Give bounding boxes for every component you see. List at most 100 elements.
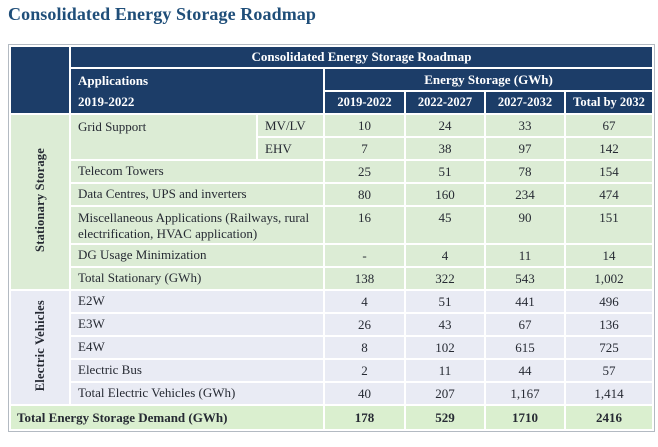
value-cell: 90	[484, 205, 566, 245]
app-name-cell: DG Usage Minimization	[69, 243, 325, 268]
value-cell: 322	[404, 266, 486, 291]
app-name-cell: Total Electric Vehicles (GWh)	[69, 381, 325, 406]
col-header-2027-2032: 2027-2032	[484, 90, 566, 115]
applications-subheader-label: 2019-2022	[78, 94, 135, 109]
footer-total-row: Total Energy Storage Demand (GWh) 178 52…	[9, 404, 655, 431]
value-cell: 160	[404, 182, 486, 207]
table-row-grid-support-ehv: EHV 7 38 97 142	[10, 136, 655, 161]
value-cell: 7	[323, 136, 406, 161]
table-row-telecom-towers: Telecom Towers 25 51 78 154	[10, 159, 655, 184]
col-header-total-by-2032: Total by 2032	[563, 90, 655, 115]
app-name-cell: Electric Bus	[69, 358, 325, 383]
corner-cell	[9, 45, 71, 115]
app-name-cell: Total Stationary (GWh)	[69, 266, 325, 291]
value-cell: 4	[323, 289, 406, 314]
applications-header-label: Applications	[78, 73, 149, 88]
footer-value-cell: 2416	[563, 404, 655, 431]
value-cell: 25	[323, 159, 406, 184]
footer-value-cell: 1710	[484, 404, 566, 431]
app-name-cell: E2W	[69, 289, 325, 314]
table-row-e2w: Electric Vehicles E2W 4 51 441 496	[9, 289, 655, 406]
value-cell: 136	[563, 312, 655, 337]
app-name-cell: E4W	[69, 335, 325, 360]
app-name-cell: Telecom Towers	[69, 159, 325, 184]
footer-value-cell: 178	[323, 404, 406, 431]
sub-type-cell: MV/LV	[256, 113, 325, 138]
value-cell: 14	[563, 243, 655, 268]
roadmap-table: Consolidated Energy Storage Roadmap Appl…	[9, 45, 655, 431]
table-title: Consolidated Energy Storage Roadmap	[68, 45, 655, 69]
sub-type-cell: EHV	[256, 136, 325, 161]
value-cell: 51	[404, 159, 486, 184]
electric-vehicles-label: Electric Vehicles	[32, 299, 47, 392]
col-header-2019-2022: 2019-2022	[323, 90, 406, 115]
applications-header-cell: Applications 2019-2022	[69, 67, 325, 115]
value-cell: 11	[484, 243, 566, 268]
app-name-cell: Data Centres, UPS and inverters	[69, 182, 325, 207]
value-cell: 24	[404, 113, 486, 138]
value-cell: 474	[563, 182, 655, 207]
header-row-years: 2019-2022 2022-2027 2027-2032 Total by 2…	[10, 90, 655, 115]
value-cell: 154	[563, 159, 655, 184]
footer-value-cell: 529	[404, 404, 486, 431]
col-header-2022-2027: 2022-2027	[404, 90, 486, 115]
value-cell: 43	[404, 312, 486, 337]
value-cell: 234	[484, 182, 566, 207]
value-cell: 11	[404, 358, 486, 383]
value-cell: 138	[323, 266, 406, 291]
value-cell: 1,002	[563, 266, 655, 291]
roadmap-table-container: Consolidated Energy Storage Roadmap Appl…	[8, 44, 656, 432]
value-cell: 45	[404, 205, 486, 245]
stationary-storage-label: Stationary Storage	[32, 148, 47, 252]
value-cell: 16	[323, 205, 406, 245]
value-cell: 10	[323, 113, 406, 138]
value-cell: 51	[404, 289, 486, 314]
value-cell: 57	[563, 358, 655, 383]
value-cell: 102	[404, 335, 486, 360]
app-name-cell: Miscellaneous Applications (Railways, ru…	[69, 205, 325, 245]
table-row-total-stationary: Total Stationary (GWh) 138 322 543 1,002	[10, 266, 655, 291]
value-cell: 67	[563, 113, 655, 138]
value-cell: 44	[484, 358, 566, 383]
footer-total-label: Total Energy Storage Demand (GWh)	[9, 404, 325, 431]
value-cell: 97	[484, 136, 566, 161]
table-row-e3w: E3W 26 43 67 136	[10, 312, 655, 337]
table-row-miscellaneous: Miscellaneous Applications (Railways, ru…	[10, 205, 655, 245]
section-label-electric-vehicles: Electric Vehicles	[9, 289, 71, 406]
table-row-e4w: E4W 8 102 615 725	[10, 335, 655, 360]
value-cell: 33	[484, 113, 566, 138]
app-name-cell: Grid Support	[69, 113, 258, 161]
table-row-data-centres: Data Centres, UPS and inverters 80 160 2…	[10, 182, 655, 207]
value-cell: -	[323, 243, 406, 268]
value-cell: 80	[323, 182, 406, 207]
value-cell: 26	[323, 312, 406, 337]
value-cell: 496	[563, 289, 655, 314]
value-cell: 67	[484, 312, 566, 337]
value-cell: 207	[404, 381, 486, 406]
value-cell: 441	[484, 289, 566, 314]
table-row-dg-usage: DG Usage Minimization - 4 11 14	[10, 243, 655, 268]
page-title: Consolidated Energy Storage Roadmap	[8, 4, 317, 24]
value-cell: 38	[404, 136, 486, 161]
table-row-total-ev: Total Electric Vehicles (GWh) 40 207 1,1…	[10, 381, 655, 406]
value-cell: 151	[563, 205, 655, 245]
table-title-row: Consolidated Energy Storage Roadmap	[9, 45, 655, 115]
table-row-grid-support-mvlv: Stationary Storage Grid Support MV/LV 10…	[9, 113, 655, 291]
value-cell: 78	[484, 159, 566, 184]
value-cell: 1,414	[563, 381, 655, 406]
value-cell: 543	[484, 266, 566, 291]
value-cell: 615	[484, 335, 566, 360]
app-name-cell: E3W	[69, 312, 325, 337]
value-cell: 40	[323, 381, 406, 406]
header-row-groups: Applications 2019-2022 Energy Storage (G…	[10, 67, 655, 115]
value-cell: 8	[323, 335, 406, 360]
value-cell: 725	[563, 335, 655, 360]
energy-storage-header: Energy Storage (GWh)	[322, 67, 655, 92]
table-row-electric-bus: Electric Bus 2 11 44 57	[10, 358, 655, 383]
value-cell: 4	[404, 243, 486, 268]
value-cell: 2	[323, 358, 406, 383]
value-cell: 1,167	[484, 381, 566, 406]
section-label-stationary-storage: Stationary Storage	[9, 113, 71, 291]
value-cell: 142	[563, 136, 655, 161]
